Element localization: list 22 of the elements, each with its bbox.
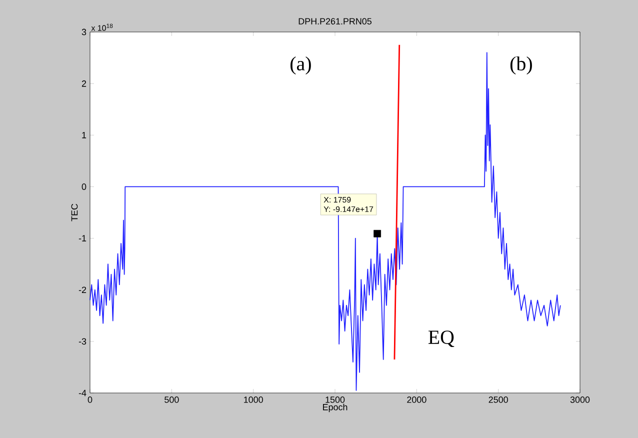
y-tick-label: -1 bbox=[78, 235, 86, 242]
y-tick-label: 2 bbox=[82, 80, 86, 87]
y-axis-title: TEC bbox=[71, 204, 78, 222]
x-tick-label: 1000 bbox=[244, 396, 263, 403]
x-tick-label: 1500 bbox=[326, 396, 345, 403]
x-tick-label: 500 bbox=[164, 396, 179, 403]
chart-title: DPH.P261.PRN05 bbox=[298, 18, 372, 24]
annotation: (b) bbox=[510, 56, 532, 75]
x-tick-label: 2500 bbox=[488, 396, 508, 403]
annotation: EQ bbox=[428, 330, 454, 348]
y-tick-label: -2 bbox=[78, 286, 86, 293]
x-tick-label: 3000 bbox=[570, 396, 590, 403]
x-tick-label: 2000 bbox=[407, 396, 426, 403]
x-tick-label: 0 bbox=[88, 396, 92, 403]
y-tick-label: -3 bbox=[78, 338, 86, 345]
y-tick-label: 1 bbox=[82, 132, 86, 138]
x-axis-title: Epoch bbox=[323, 404, 348, 412]
y-tick-label: 0 bbox=[82, 184, 86, 190]
line-series bbox=[90, 52, 561, 391]
y-tick-label: 3 bbox=[82, 28, 86, 36]
y-tick-label: -4 bbox=[78, 390, 86, 396]
annotation: (a) bbox=[290, 56, 311, 75]
